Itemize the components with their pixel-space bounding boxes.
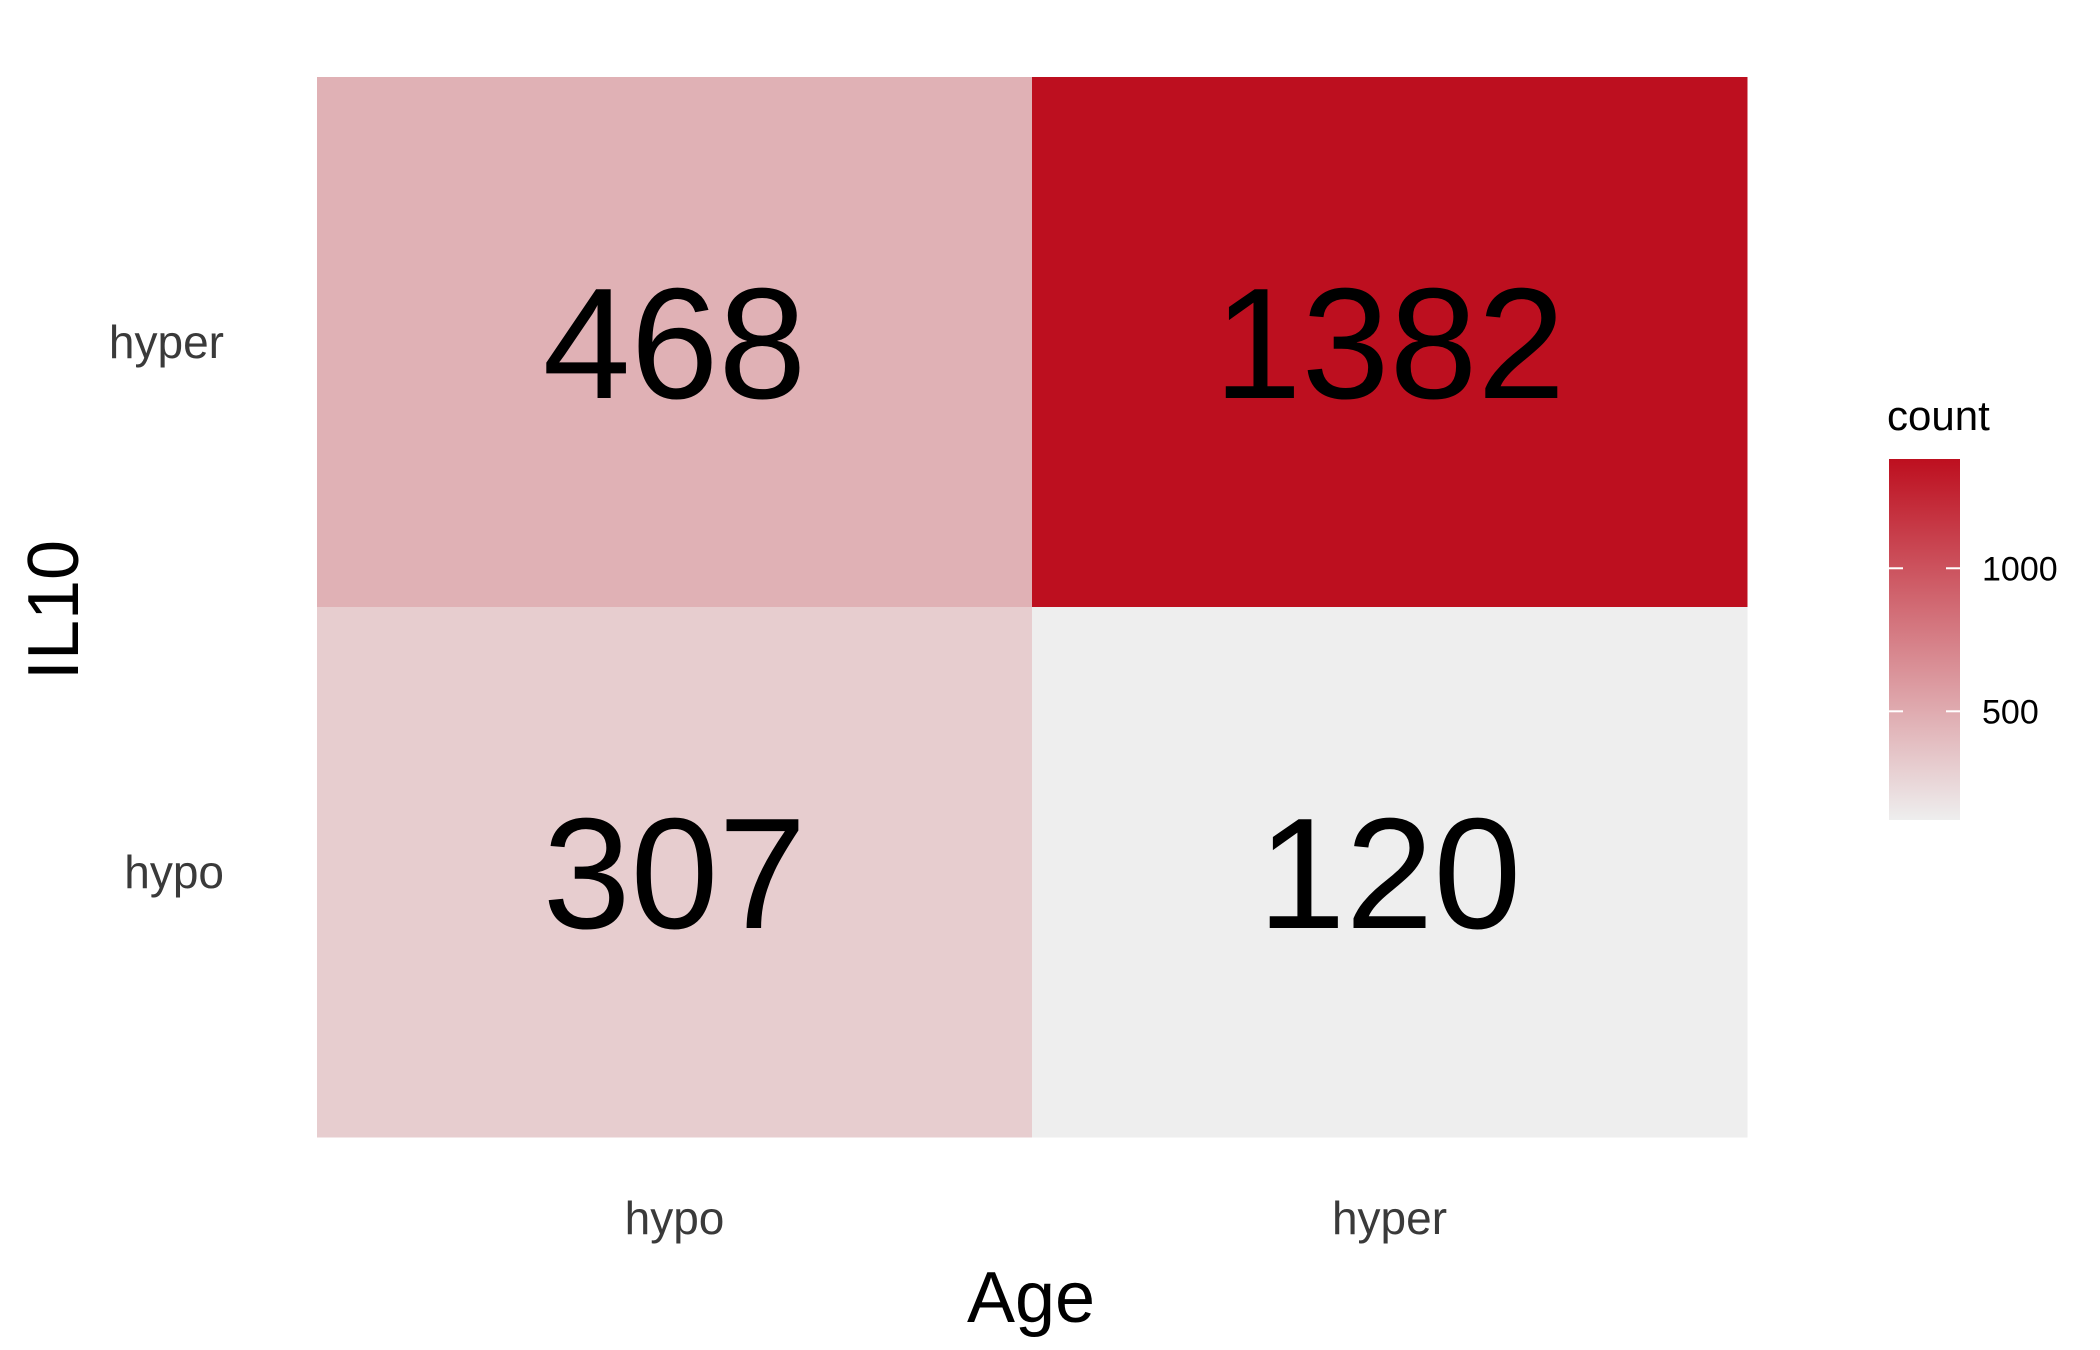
heatmap-cell-hypo-hypo bbox=[317, 607, 1033, 1138]
legend-tick-label: 500 bbox=[1982, 693, 2039, 731]
legend-tick-label: 1000 bbox=[1982, 550, 2058, 588]
legend-ticks: 500 1000 bbox=[1889, 550, 2058, 731]
heatmap-cells bbox=[317, 77, 1748, 1138]
heatmap-cell-hyper-hyper bbox=[1032, 77, 1748, 608]
cell-value-label: 120 bbox=[1258, 786, 1522, 962]
cell-value-label: 468 bbox=[543, 256, 807, 432]
cell-value-label: 307 bbox=[543, 786, 807, 962]
y-axis-title: IL10 bbox=[14, 540, 94, 680]
legend-color-bar bbox=[1889, 459, 1960, 820]
heatmap-cell-hypo-hyper bbox=[1032, 607, 1748, 1138]
x-axis-title: Age bbox=[967, 1258, 1095, 1338]
y-tick-label: hypo bbox=[124, 846, 224, 898]
cell-value-label: 1382 bbox=[1214, 256, 1566, 432]
x-tick-label: hypo bbox=[625, 1192, 725, 1244]
heatmap-cell-hyper-hypo bbox=[317, 77, 1033, 608]
x-axis-tick-labels: hypo hyper bbox=[625, 1192, 1447, 1244]
legend-title: count bbox=[1887, 392, 1990, 439]
y-tick-label: hyper bbox=[109, 316, 224, 368]
color-legend: count 500 1000 bbox=[1887, 392, 2058, 820]
heatmap-cell-labels: 468 1382 307 120 bbox=[543, 256, 1566, 962]
x-tick-label: hyper bbox=[1332, 1192, 1447, 1244]
y-axis-tick-labels: hyper hypo bbox=[109, 316, 224, 898]
